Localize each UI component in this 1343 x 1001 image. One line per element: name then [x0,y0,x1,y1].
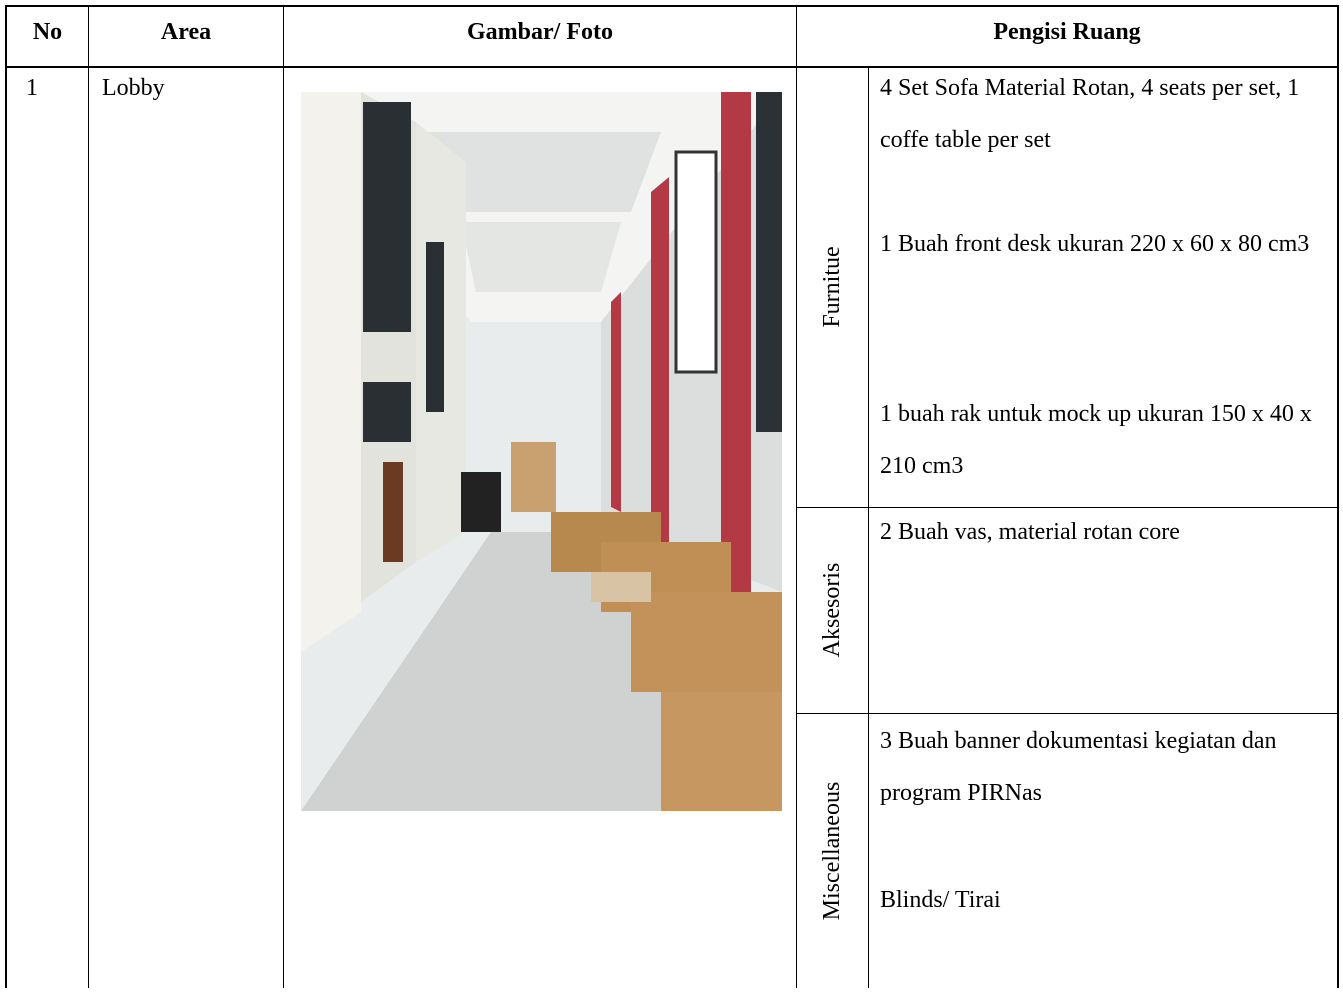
header-cell: Gambar/ Foto [284,8,796,56]
page: No Area Gambar/ Foto Pengisi Ruang 1 Lob… [0,0,1343,988]
area: Lobby [102,62,165,114]
category: Miscellaneous [816,701,848,1001]
header-cell: Pengisi Ruang [797,8,1337,56]
border [796,713,1339,714]
item: 1 buah rak untuk mock up ukuran 150 x 40… [880,388,1335,492]
border [5,5,1339,7]
photo [301,92,782,811]
item: 3 Buah banner dokumentasi kegiatan dan p… [880,715,1335,819]
item: 4 Set Sofa Material Rotan, 4 seats per s… [880,62,1335,166]
item: 2 Buah vas, material rotan core [880,506,1335,558]
border [868,66,869,988]
item: Blinds/ Tirai [880,874,1335,926]
header-cell: No [7,8,88,56]
border [283,5,284,988]
item: 1 Buah front desk ukuran 220 x 60 x 80 c… [880,218,1335,270]
border [1337,5,1339,988]
border [88,5,89,988]
row-number: 1 [26,62,38,114]
category: Furnitue [816,137,848,437]
border [5,5,7,988]
header-cell: Area [89,8,283,56]
border [796,5,797,988]
